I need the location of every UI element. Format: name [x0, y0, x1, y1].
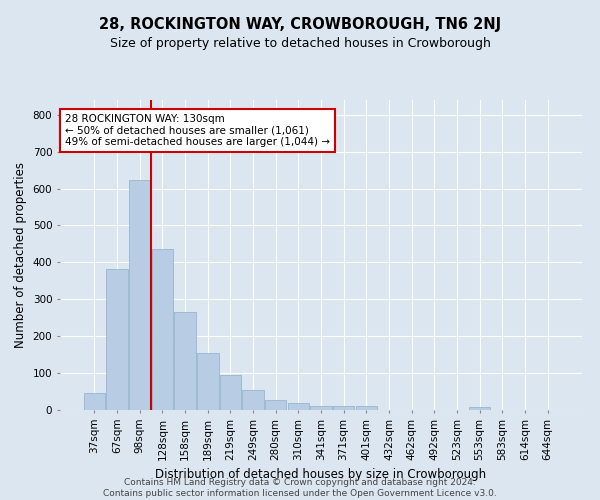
Bar [106, 268, 128, 410]
Bar [197, 353, 218, 410]
Bar [84, 392, 105, 410]
Y-axis label: Number of detached properties: Number of detached properties [14, 162, 27, 348]
Text: 28, ROCKINGTON WAY, CROWBOROUGH, TN6 2NJ: 28, ROCKINGTON WAY, CROWBOROUGH, TN6 2NJ [99, 18, 501, 32]
Bar [175, 312, 196, 410]
Bar [152, 248, 173, 410]
Bar [242, 390, 264, 410]
Bar [333, 406, 355, 410]
Bar [469, 408, 490, 410]
Text: Contains HM Land Registry data © Crown copyright and database right 2024.
Contai: Contains HM Land Registry data © Crown c… [103, 478, 497, 498]
Bar [287, 404, 309, 410]
Text: 28 ROCKINGTON WAY: 130sqm
← 50% of detached houses are smaller (1,061)
49% of se: 28 ROCKINGTON WAY: 130sqm ← 50% of detac… [65, 114, 330, 147]
Bar [265, 400, 286, 410]
Bar [356, 406, 377, 410]
Bar [220, 375, 241, 410]
Bar [310, 406, 332, 410]
X-axis label: Distribution of detached houses by size in Crowborough: Distribution of detached houses by size … [155, 468, 487, 481]
Bar [129, 180, 151, 410]
Text: Size of property relative to detached houses in Crowborough: Size of property relative to detached ho… [110, 38, 490, 51]
